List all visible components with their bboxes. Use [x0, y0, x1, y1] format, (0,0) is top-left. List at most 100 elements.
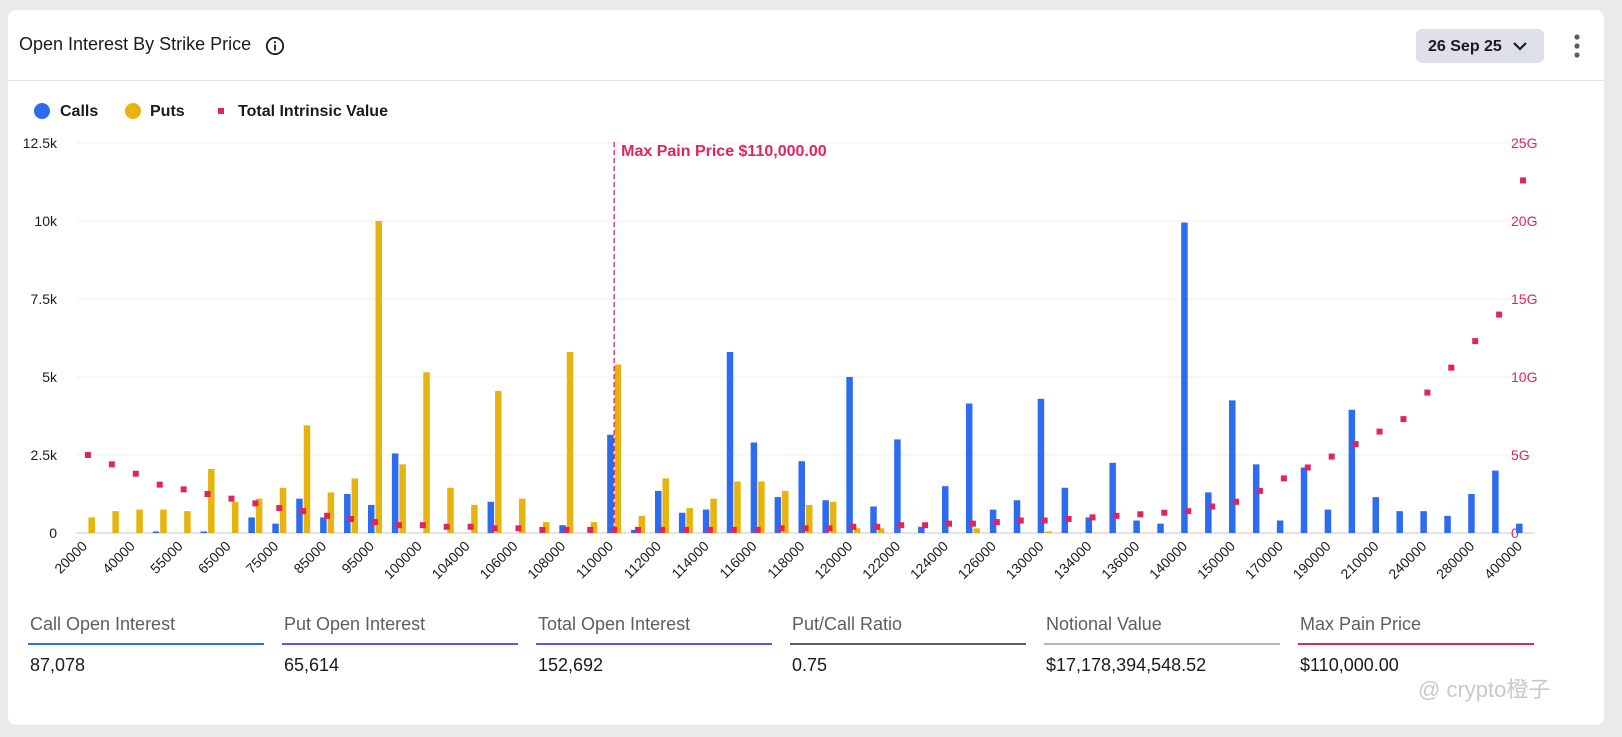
put-bar	[136, 509, 143, 533]
x-tick-label: 100000	[381, 538, 425, 582]
call-bar	[1300, 467, 1308, 533]
put-bar	[973, 528, 980, 533]
put-bar	[447, 487, 454, 533]
legend-item-calls[interactable]: Calls	[34, 100, 124, 124]
stat-value: 0.75	[792, 655, 828, 675]
call-bar	[631, 529, 638, 533]
tiv-point	[324, 512, 331, 519]
tiv-point	[969, 520, 976, 527]
stat-label: Notional Value	[1046, 614, 1162, 634]
date-select-label: 26 Sep 25	[1428, 38, 1502, 55]
call-bar	[1181, 222, 1188, 533]
tiv-point	[1113, 512, 1120, 519]
tiv-point	[874, 523, 881, 530]
tiv-point	[1017, 517, 1024, 524]
put-bar	[877, 528, 885, 533]
put-bar	[208, 469, 215, 533]
tiv-point	[1424, 389, 1431, 396]
info-icon[interactable]	[265, 36, 285, 56]
stat-underline	[1044, 643, 1280, 645]
tiv-point	[1280, 475, 1287, 482]
tiv-point	[1520, 177, 1527, 184]
legend-label-puts: Puts	[150, 103, 185, 120]
x-tick-label: 116000	[716, 538, 760, 582]
open-interest-card: Open Interest By Strike Price 26 Sep 25 …	[8, 10, 1604, 725]
put-bar	[279, 487, 287, 533]
call-bar	[559, 525, 566, 533]
y-right-tick-label: 20G	[1511, 213, 1537, 229]
x-tick-label: 124000	[907, 538, 951, 582]
x-tick-label: 400000	[1481, 538, 1525, 582]
tiv-point	[395, 522, 402, 529]
call-bar	[1444, 515, 1451, 533]
call-bar	[391, 453, 399, 533]
puts-swatch	[125, 103, 141, 119]
x-tick-label: 75000	[243, 538, 282, 577]
call-bar	[152, 531, 160, 533]
x-tick-label: 170000	[1242, 538, 1286, 582]
put-bar	[399, 464, 406, 533]
put-bar	[495, 391, 502, 533]
put-bar	[471, 504, 478, 533]
call-bar	[248, 517, 255, 533]
y-left-tick-label: 7.5k	[31, 291, 58, 307]
put-bar	[806, 504, 813, 533]
tiv-point	[1376, 428, 1383, 435]
tiv-point	[443, 523, 450, 530]
x-tick-label: 55000	[147, 538, 186, 577]
tiv-point	[754, 526, 761, 533]
put-bar	[734, 481, 741, 533]
call-bar	[965, 403, 973, 533]
y-left-tick-label: 10k	[34, 213, 58, 229]
card-header: Open Interest By Strike Price 26 Sep 25	[8, 10, 1604, 81]
put-bar	[758, 481, 765, 533]
x-tick-label: 65000	[195, 538, 234, 577]
tiv-point	[1448, 364, 1455, 371]
call-bar	[1348, 409, 1356, 533]
put-bar	[710, 498, 717, 533]
tiv-point	[491, 525, 498, 532]
put-bar	[518, 498, 526, 533]
legend-item-puts[interactable]: Puts	[125, 100, 205, 124]
tiv-point	[371, 519, 378, 526]
call-bar	[1085, 517, 1093, 533]
legend-item-total-intrinsic-value[interactable]: Total Intrinsic Value	[218, 100, 418, 124]
tiv-point	[156, 481, 163, 488]
call-bar	[1324, 509, 1332, 533]
more-options-icon[interactable]	[1570, 32, 1584, 60]
calls-swatch	[34, 103, 50, 119]
stat-value: 87,078	[30, 655, 86, 675]
tiv-point	[1065, 515, 1072, 522]
tiv-point	[467, 523, 474, 530]
tiv-point	[1185, 508, 1192, 515]
x-tick-label: 126000	[955, 538, 999, 582]
x-tick-label: 140000	[1146, 538, 1190, 582]
x-tick-label: 110000	[573, 538, 617, 582]
x-tick-label: 190000	[1289, 538, 1333, 582]
tiv-point	[1041, 517, 1048, 524]
x-tick-label: 95000	[338, 538, 377, 577]
call-bar	[942, 486, 949, 533]
y-right-tick-label: 15G	[1511, 291, 1537, 307]
tiv-point	[180, 486, 187, 493]
tiv-point	[946, 520, 953, 527]
call-bar	[1061, 487, 1069, 533]
put-bar	[88, 517, 95, 533]
x-tick-label: 104000	[428, 538, 472, 582]
stat-underline	[790, 643, 1026, 645]
call-bar	[1396, 511, 1403, 533]
stat-value: 65,614	[284, 655, 340, 675]
tiv-point	[1400, 416, 1407, 423]
put-bar	[423, 372, 430, 533]
stats-row: Call Open Interest 87,078 Put Open Inter…	[28, 610, 1588, 690]
tiv-point	[1496, 311, 1503, 318]
tiv-point	[204, 491, 211, 497]
x-tick-label: 150000	[1194, 538, 1238, 582]
call-bar	[1229, 400, 1236, 533]
y-right-tick-label: 0	[1511, 525, 1519, 541]
y-left-tick-label: 5k	[42, 369, 58, 385]
call-bar	[702, 509, 710, 533]
tiv-point	[1256, 487, 1263, 494]
date-select-button[interactable]: 26 Sep 25	[1416, 29, 1544, 63]
x-tick-label: 108000	[524, 538, 568, 582]
